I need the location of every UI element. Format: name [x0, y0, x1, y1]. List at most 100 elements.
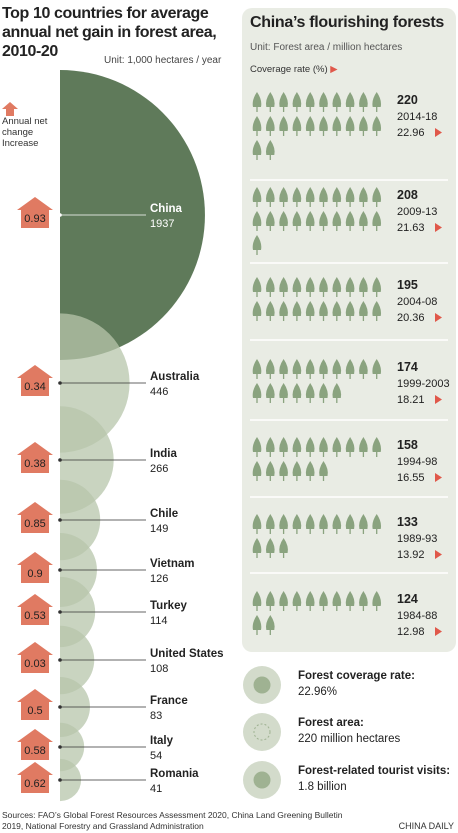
tree-crown — [305, 301, 315, 316]
coverage-marker — [435, 550, 442, 559]
change-badge — [17, 729, 53, 760]
tree-crown — [252, 140, 262, 155]
area-value: 133 — [397, 515, 418, 529]
tree-crown — [292, 461, 302, 476]
tree — [372, 591, 382, 611]
change-rate: 0.03 — [24, 658, 45, 670]
tree-crown — [359, 92, 368, 107]
country-name: United States — [150, 648, 224, 660]
tree-crown — [359, 437, 368, 452]
change-rate: 0.58 — [24, 745, 45, 757]
tree-crown — [252, 514, 262, 529]
tree — [305, 92, 315, 112]
tree-crown — [279, 211, 288, 226]
leader-dot — [58, 518, 62, 522]
tree-crown — [279, 538, 288, 553]
leader-dot — [58, 381, 62, 385]
tree-crown — [292, 211, 302, 226]
legend-title: Annual net change — [2, 116, 48, 138]
tree-crown — [252, 92, 262, 107]
tree — [332, 437, 342, 457]
tree-crown — [332, 116, 342, 131]
country-name: Romania — [150, 768, 199, 780]
change-badge — [17, 365, 53, 396]
tree — [319, 116, 328, 136]
tree-crown — [332, 301, 342, 316]
tree-crown — [305, 514, 315, 529]
coverage-value: 13.92 — [397, 549, 425, 561]
tree-crown — [292, 514, 302, 529]
tree-crown — [265, 461, 275, 476]
tree-crown — [265, 615, 275, 630]
country-value: 41 — [150, 783, 162, 795]
leader-dot — [58, 213, 62, 217]
tree — [305, 514, 315, 534]
tree-crown — [265, 514, 275, 529]
tree-crown — [292, 277, 302, 292]
tree-crown — [265, 277, 275, 292]
period: 1989-93 — [397, 533, 437, 545]
tree-crown — [372, 211, 382, 226]
tree — [332, 383, 342, 403]
tree-crown — [305, 383, 315, 398]
tree — [252, 235, 262, 255]
tree — [279, 461, 288, 481]
sources: Sources: FAO’s Global Forest Resources A… — [2, 810, 343, 831]
tree-crown — [319, 383, 328, 398]
tree — [292, 92, 302, 112]
coverage-marker — [435, 223, 442, 232]
tree-crown — [252, 359, 262, 374]
tree-crown — [292, 301, 302, 316]
tree — [359, 211, 368, 231]
area-value: 220 — [397, 93, 418, 107]
tree — [279, 277, 288, 297]
tree-crown — [265, 437, 275, 452]
area-value: 124 — [397, 592, 418, 606]
tree-crown — [279, 437, 288, 452]
tree-crown — [359, 187, 368, 202]
stat-value: 220 million hectares — [298, 733, 401, 745]
tree-crown — [359, 591, 368, 606]
tree-crown — [345, 187, 355, 202]
tree — [305, 116, 315, 136]
tree — [265, 437, 275, 457]
stat-label: Forest coverage rate: — [298, 670, 415, 682]
change-rate: 0.62 — [24, 778, 45, 790]
country-value: 108 — [150, 663, 168, 675]
stat-icon-glyph — [253, 723, 271, 741]
coverage-marker — [435, 473, 442, 482]
tree — [332, 116, 342, 136]
tree — [279, 211, 288, 231]
tree-crown — [265, 187, 275, 202]
tree — [345, 211, 355, 231]
legend-icon — [2, 102, 18, 116]
coverage-text: Coverage rate (%) — [250, 64, 328, 75]
tree-crown — [332, 359, 342, 374]
tree-crown — [305, 277, 315, 292]
tree-crown — [279, 187, 288, 202]
leader-dot — [58, 778, 62, 782]
tree — [332, 187, 342, 207]
tree — [292, 116, 302, 136]
country-name: Vietnam — [150, 558, 195, 570]
country-name: France — [150, 695, 188, 707]
tree — [319, 437, 328, 457]
stat-icon-glyph — [253, 676, 271, 694]
tree — [332, 514, 342, 534]
tree — [292, 359, 302, 379]
tree — [252, 92, 262, 112]
change-badge — [17, 689, 53, 720]
tree-crown — [252, 538, 262, 553]
tree-crown — [265, 359, 275, 374]
tree — [372, 187, 382, 207]
period: 1999-2003 — [397, 378, 450, 390]
tree — [279, 187, 288, 207]
tree-crown — [252, 437, 262, 452]
tree-crown — [372, 116, 382, 131]
tree-crown — [265, 211, 275, 226]
tree — [359, 514, 368, 534]
credit: CHINA DAILY — [398, 821, 454, 831]
change-rate: 0.85 — [24, 518, 45, 530]
tree-crown — [305, 187, 315, 202]
tree — [292, 187, 302, 207]
